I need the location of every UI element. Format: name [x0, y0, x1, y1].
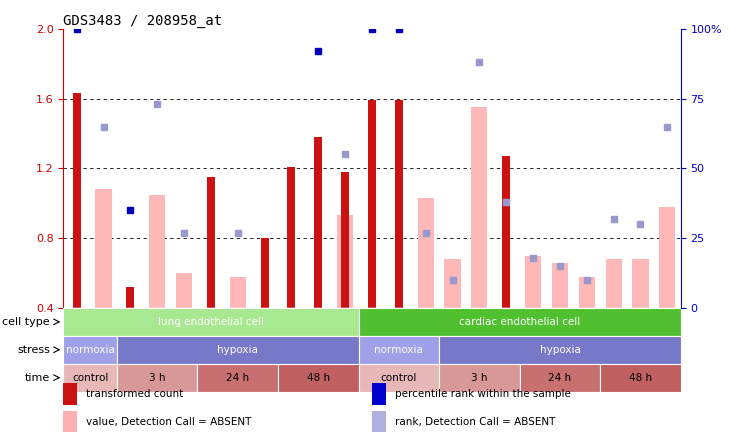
Text: transformed count: transformed count [86, 389, 183, 399]
Bar [417, 198, 434, 308]
Bar [207, 177, 215, 308]
Bar [372, 384, 385, 405]
Bar [230, 277, 246, 308]
Text: 3 h: 3 h [471, 373, 487, 383]
Bar [359, 308, 681, 336]
Bar [525, 256, 541, 308]
Text: normoxia: normoxia [65, 345, 115, 355]
Bar [395, 100, 403, 308]
Bar [63, 336, 117, 364]
Bar [368, 100, 376, 308]
Text: percentile rank within the sample: percentile rank within the sample [395, 389, 571, 399]
Bar [341, 172, 349, 308]
Bar [117, 336, 359, 364]
Bar [126, 287, 135, 308]
Bar [632, 259, 649, 308]
Text: time: time [25, 373, 50, 383]
Bar [359, 336, 439, 364]
Text: hypoxia: hypoxia [217, 345, 258, 355]
Bar [502, 156, 510, 308]
Text: 24 h: 24 h [548, 373, 571, 383]
Bar [600, 364, 681, 392]
Text: lung endothelial cell: lung endothelial cell [158, 317, 264, 327]
Bar [63, 308, 359, 336]
Bar [63, 364, 117, 392]
Bar [552, 262, 568, 308]
Bar [439, 364, 519, 392]
Bar [372, 411, 385, 432]
Bar [606, 259, 622, 308]
Text: control: control [72, 373, 109, 383]
Text: hypoxia: hypoxia [539, 345, 580, 355]
Text: control: control [381, 373, 417, 383]
Bar [117, 364, 197, 392]
Bar [659, 207, 676, 308]
Bar [278, 364, 359, 392]
Bar [73, 93, 80, 308]
Text: 24 h: 24 h [226, 373, 249, 383]
Bar [287, 166, 295, 308]
Bar [337, 215, 353, 308]
Text: cardiac endothelial cell: cardiac endothelial cell [459, 317, 580, 327]
Text: GDS3483 / 208958_at: GDS3483 / 208958_at [63, 14, 222, 28]
Bar [95, 189, 112, 308]
Bar [149, 194, 165, 308]
Bar [472, 107, 487, 308]
Text: value, Detection Call = ABSENT: value, Detection Call = ABSENT [86, 416, 251, 427]
Text: cell type: cell type [2, 317, 50, 327]
Text: stress: stress [17, 345, 50, 355]
Bar [579, 277, 595, 308]
Bar [444, 259, 461, 308]
Bar [359, 364, 439, 392]
Bar [260, 238, 269, 308]
Text: 48 h: 48 h [307, 373, 330, 383]
Bar [176, 273, 192, 308]
Bar [439, 336, 681, 364]
Bar [314, 137, 322, 308]
Bar [63, 411, 77, 432]
Text: 3 h: 3 h [149, 373, 165, 383]
Bar [63, 384, 77, 405]
Bar [519, 364, 600, 392]
Text: normoxia: normoxia [374, 345, 423, 355]
Text: 48 h: 48 h [629, 373, 652, 383]
Text: rank, Detection Call = ABSENT: rank, Detection Call = ABSENT [395, 416, 555, 427]
Bar [197, 364, 278, 392]
